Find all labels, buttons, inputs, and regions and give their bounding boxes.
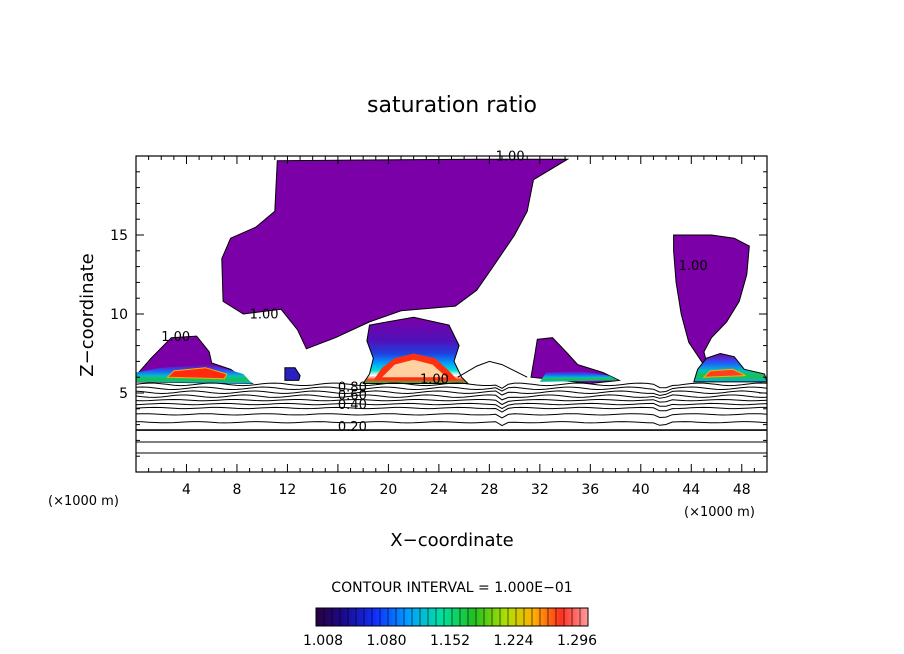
contour-label: 1.00 — [679, 259, 708, 274]
contour-line — [135, 398, 768, 406]
contour-label: 0.60 — [338, 388, 367, 403]
contour-line — [135, 421, 768, 427]
contour-label: 0.20 — [338, 420, 367, 435]
x-tick-label: 12 — [279, 482, 297, 498]
x-tick-label: 8 — [232, 482, 241, 498]
colorbar-label: 1.296 — [557, 633, 597, 649]
right-band-core — [702, 368, 746, 378]
x-unit-left: (×1000 m) — [48, 494, 119, 509]
x-tick-label: 16 — [329, 482, 347, 498]
contour-label: 1.00 — [420, 373, 449, 388]
x-tick-label: 48 — [733, 482, 751, 498]
central-column-peak — [382, 359, 447, 378]
x-tick-label: 40 — [632, 482, 650, 498]
colorbar-label: 1.152 — [430, 633, 470, 649]
x-tick-label: 4 — [182, 482, 191, 498]
colorbar-label: 1.080 — [366, 633, 406, 649]
small-moist-cell — [284, 367, 301, 381]
y-tick-label: 10 — [110, 307, 128, 323]
contour-label: 1.00 — [161, 330, 190, 345]
colorbar: 1.008 1.080 1.152 1.224 1.296 — [303, 607, 597, 649]
contour-line — [135, 402, 768, 410]
colorbar-label: 1.224 — [493, 633, 533, 649]
contour-line — [135, 386, 768, 393]
plot-area — [135, 158, 768, 385]
right-center-band-gradient — [539, 370, 619, 382]
x-tick-label: 28 — [480, 482, 498, 498]
x-tick-label: 32 — [531, 482, 549, 498]
upper-moist-region — [221, 158, 570, 350]
contour-label: 0.80 — [338, 380, 367, 395]
contour-line — [135, 382, 768, 389]
y-tick-label: 15 — [110, 228, 128, 244]
contour-label: 1.00 — [250, 308, 279, 323]
x-tick-label: 20 — [379, 482, 397, 498]
contour-label: 0.40 — [338, 398, 367, 413]
x-tick-label: 44 — [682, 482, 700, 498]
y-tick-label: 5 — [119, 386, 128, 402]
contour-line — [135, 413, 768, 419]
contour-interval-note: CONTOUR INTERVAL = 1.000E−01 — [331, 580, 572, 596]
colorbar-label: 1.008 — [303, 633, 343, 649]
contour-line — [135, 394, 768, 401]
right-tower-moist-cell — [673, 234, 750, 364]
contour-lines: 1.00 1.00 1.00 1.00 1.00 0.800.600.40 0.20 — [135, 150, 768, 454]
x-tick-label: 36 — [581, 482, 599, 498]
x-axis-label: X−coordinate — [390, 530, 513, 551]
contour-line — [135, 390, 768, 397]
right-center-moist-cell — [530, 337, 622, 385]
x-tick-label: 24 — [430, 482, 448, 498]
chart-title: saturation ratio — [367, 93, 537, 118]
contour-line — [135, 406, 767, 413]
left-band-core — [166, 367, 228, 380]
contour-line — [457, 360, 528, 378]
x-unit-right: (×1000 m) — [684, 505, 755, 520]
contour-label: 1.00 — [496, 150, 525, 165]
y-axis-label: Z−coordinate — [77, 253, 98, 376]
